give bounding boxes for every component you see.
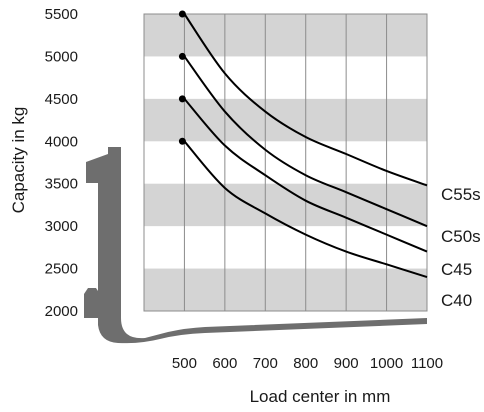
series-line-c40 <box>180 140 428 279</box>
series-start-marker-c50s <box>178 52 186 60</box>
series-label-c55s: C55s <box>441 185 481 204</box>
x-tick-label: 1100 <box>411 355 443 372</box>
y-tick-label: 5500 <box>45 6 78 23</box>
series-line-c50s <box>180 55 428 228</box>
series-label-c40: C40 <box>441 291 472 310</box>
plot-band <box>144 183 427 227</box>
x-tick-label: 900 <box>334 355 359 372</box>
x-axis-title: Load center in mm <box>250 387 391 406</box>
y-tick-label: 4000 <box>45 133 78 150</box>
x-tick-label: 500 <box>172 355 197 372</box>
fork-heel <box>84 294 100 318</box>
series-start-marker-c40 <box>178 137 186 145</box>
series-label-c50s: C50s <box>441 227 481 246</box>
series-labels: C55s C50s C45 C40 <box>441 185 481 310</box>
x-tick-label: 700 <box>253 355 278 372</box>
x-tick-label: 1000 <box>370 355 403 372</box>
series-line-c55s <box>180 13 428 187</box>
capacity-curves <box>178 10 428 279</box>
x-tick-label: 800 <box>293 355 318 372</box>
y-tick-label: 4500 <box>45 91 78 108</box>
y-tick-label: 2000 <box>45 303 78 320</box>
x-tick-label: 600 <box>212 355 237 372</box>
series-start-marker-c55s <box>178 10 186 18</box>
plot-band <box>144 14 427 57</box>
fork-heel-top <box>84 288 100 294</box>
y-tick-label: 2500 <box>45 261 78 278</box>
y-axis-title: Capacity in kg <box>9 107 28 214</box>
fork-upright-and-blade <box>86 147 427 344</box>
plot-border <box>143 13 428 312</box>
series-label-c45: C45 <box>441 260 472 279</box>
y-tick-label: 5000 <box>45 48 78 65</box>
forklift-fork-silhouette <box>84 147 427 344</box>
y-axis-ticks: 2000 2500 3000 3500 4000 4500 5000 5500 <box>45 6 78 320</box>
plot-grid <box>143 13 428 312</box>
y-tick-label: 3000 <box>45 218 78 235</box>
y-tick-label: 3500 <box>45 176 78 193</box>
series-start-marker-c45 <box>178 95 186 103</box>
plot-bands <box>144 14 427 311</box>
series-line-c45 <box>180 97 428 253</box>
plot-band <box>144 98 427 142</box>
x-axis-ticks: 500 600 700 800 900 1000 1100 <box>172 355 443 372</box>
plot-band <box>144 268 427 311</box>
